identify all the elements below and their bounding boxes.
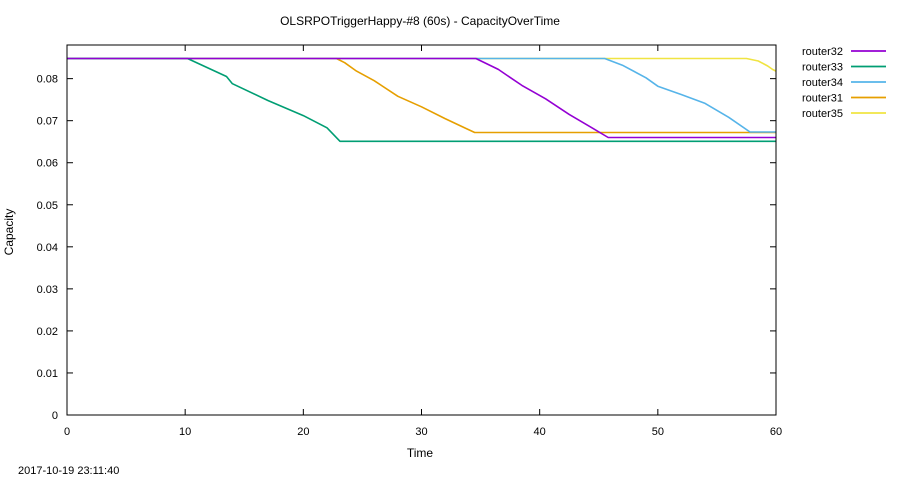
y-tick-label: 0.06 [37,158,58,170]
y-tick-label: 0.05 [37,200,58,212]
y-tick-label: 0.03 [37,284,58,296]
x-axis-label: Time [407,446,434,460]
y-axis-ticks: 0 0.01 0.02 0.03 0.04 0.05 0.06 0.07 0.08 [37,74,776,422]
timestamp: 2017-10-19 23:11:40 [18,465,119,477]
y-tick-label: 0.04 [37,242,58,254]
x-axis-ticks: 0 10 20 30 40 50 60 [64,45,782,438]
legend-label-router31: router31 [802,93,843,105]
y-tick-label: 0.08 [37,74,58,86]
x-tick-label: 60 [770,426,782,438]
legend-label-router32: router32 [802,46,843,58]
x-tick-label: 0 [64,426,70,438]
y-tick-label: 0.01 [37,368,58,380]
x-tick-label: 10 [179,426,191,438]
plot-frame [66,44,777,416]
x-tick-label: 30 [415,426,427,438]
chart-title: OLSRPOTriggerHappy-#8 (60s) - CapacityOv… [280,14,560,28]
legend-label-router33: router33 [802,62,843,74]
y-tick-label: 0.07 [37,116,58,128]
series-line-router32 [67,57,776,139]
plot-lines [67,57,777,143]
x-tick-label: 20 [297,426,309,438]
y-axis-label: Capacity [2,209,16,256]
x-tick-label: 50 [652,426,664,438]
legend: router32 router33 router34 router31 router35 [802,46,886,120]
series-line-router31 [67,57,776,134]
legend-label-router34: router34 [802,77,843,89]
series-line-router33 [67,57,776,143]
series-line-router35 [67,57,777,72]
y-tick-label: 0 [52,410,58,422]
series-line-router34 [67,57,776,133]
y-tick-label: 0.02 [37,326,58,338]
x-tick-label: 40 [534,426,546,438]
legend-label-router35: router35 [802,108,843,120]
